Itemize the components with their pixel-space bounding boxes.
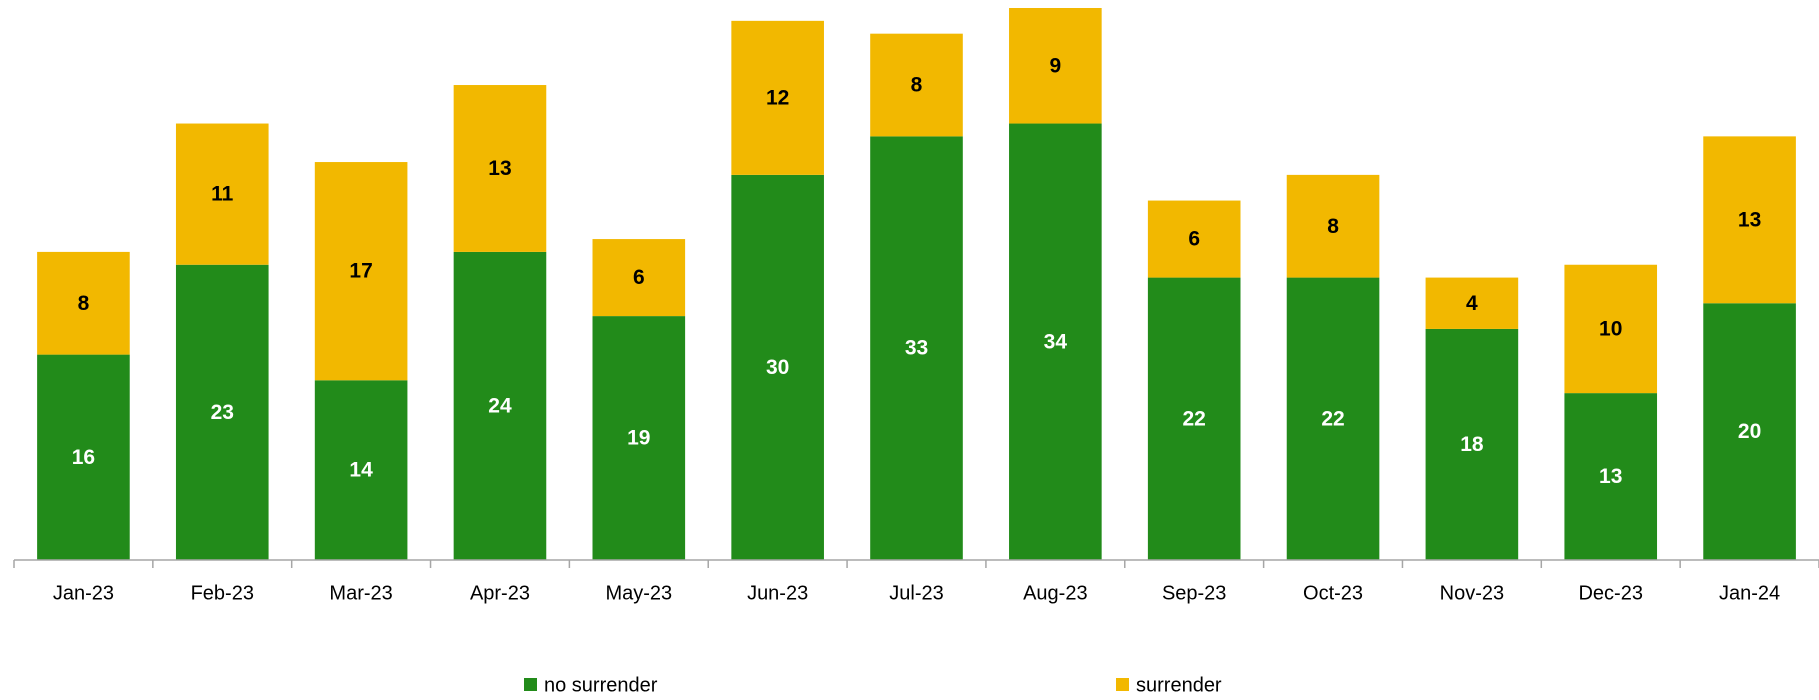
- data-label: 14: [349, 459, 373, 482]
- x-tick-label: May-23: [605, 582, 672, 604]
- bar-segment: [453, 251, 547, 560]
- data-label: 22: [1321, 407, 1344, 430]
- data-label: 24: [488, 395, 512, 418]
- bar-segment: [37, 251, 130, 355]
- x-tick-label: Jul-23: [889, 582, 943, 604]
- bar-segment: [37, 354, 130, 560]
- data-label: 19: [627, 427, 650, 450]
- bar-segment: [1286, 277, 1380, 560]
- bar-segment: [175, 264, 269, 560]
- data-label: 9: [1050, 54, 1062, 77]
- bar-segment: [870, 33, 963, 137]
- data-label: 16: [72, 446, 95, 469]
- bar-segment: [314, 380, 408, 560]
- x-tick-label: Jun-23: [747, 582, 808, 604]
- data-label: 8: [911, 74, 923, 97]
- x-tick-label: Dec-23: [1578, 582, 1642, 604]
- data-label: 11: [211, 183, 234, 206]
- bar-segment: [314, 162, 408, 381]
- bar-segment: [1147, 200, 1241, 278]
- x-tick-label: Jan-23: [53, 582, 114, 604]
- bar-segment: [1425, 328, 1519, 560]
- bar-segment: [1564, 393, 1658, 560]
- bar-segment: [1009, 8, 1102, 124]
- x-tick-label: Mar-23: [329, 582, 392, 604]
- legend-swatch: [1116, 678, 1129, 691]
- data-label: 18: [1460, 433, 1484, 456]
- bar-segment: [870, 136, 963, 561]
- bar-segment: [592, 316, 686, 560]
- data-label: 8: [1327, 215, 1339, 238]
- data-label: 4: [1466, 292, 1478, 315]
- x-tick-label: Nov-23: [1440, 582, 1504, 604]
- x-tick-label: Oct-23: [1303, 582, 1363, 604]
- data-label: 13: [488, 157, 511, 180]
- bar-segment: [1286, 174, 1380, 278]
- bar-segment: [1564, 264, 1658, 394]
- legend-label: surrender: [1136, 674, 1222, 696]
- data-label: 30: [766, 356, 789, 379]
- legend-swatch: [524, 678, 537, 691]
- data-label: 6: [633, 266, 645, 289]
- bar-segment: [592, 239, 686, 317]
- legend-label: no surrender: [544, 674, 658, 696]
- data-label: 10: [1599, 317, 1622, 340]
- data-label: 13: [1599, 465, 1622, 488]
- data-label: 34: [1044, 330, 1068, 353]
- bar-segment: [731, 174, 824, 560]
- data-label: 12: [766, 86, 789, 109]
- x-tick-label: Feb-23: [191, 582, 254, 604]
- data-label: 22: [1183, 407, 1206, 430]
- bar-segment: [175, 123, 269, 265]
- bar-segment: [453, 85, 547, 252]
- data-label: 8: [78, 292, 90, 315]
- data-label: 17: [349, 260, 372, 283]
- x-tick-label: Aug-23: [1023, 582, 1088, 604]
- x-tick-label: Jan-24: [1719, 582, 1780, 604]
- data-label: 20: [1738, 420, 1761, 443]
- bar-segment: [731, 20, 824, 175]
- data-label: 33: [905, 337, 928, 360]
- bar-segment: [1703, 136, 1796, 304]
- data-label: 23: [211, 401, 234, 424]
- bar-segment: [1703, 303, 1796, 560]
- data-label: 13: [1738, 208, 1761, 231]
- bar-segment: [1147, 277, 1241, 560]
- x-tick-label: Apr-23: [470, 582, 530, 604]
- data-label: 6: [1188, 228, 1200, 251]
- x-tick-label: Sep-23: [1162, 582, 1227, 604]
- bar-segment: [1425, 277, 1519, 329]
- bar-segment: [1009, 123, 1102, 560]
